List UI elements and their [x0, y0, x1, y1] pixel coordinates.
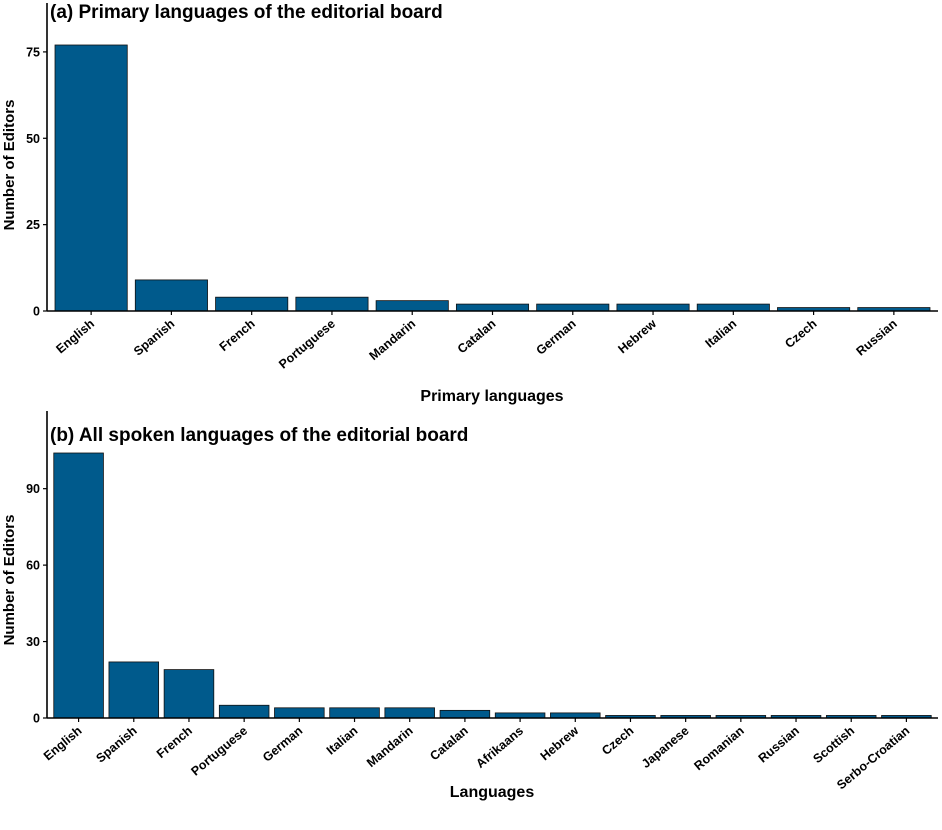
- chart-a-y-tick-label: 50: [26, 132, 40, 146]
- chart-b-bar-english: [53, 452, 104, 719]
- chart-b-bar-portuguese: [218, 704, 270, 719]
- chart-b-bars: [53, 452, 932, 719]
- chart-b-bar-mandarin: [384, 707, 435, 719]
- chart-b-x-tick-label: Mandarin: [364, 724, 416, 770]
- chart-b-bar-catalan: [439, 709, 491, 719]
- chart-b-x-axis-label: Languages: [450, 784, 535, 801]
- chart-a-x-tick-label: Catalan: [455, 317, 499, 357]
- chart-b-title: (b) All spoken languages of the editoria…: [50, 425, 468, 446]
- chart-a-x-tick-label: Portuguese: [276, 317, 338, 372]
- chart-a-bar-french: [215, 296, 289, 312]
- chart-b-bar-french: [163, 669, 215, 719]
- chart-a-x-tick-label: Czech: [782, 317, 819, 351]
- chart-b-x-tick-label: English: [41, 724, 85, 764]
- chart-a-x-tick-label: Hebrew: [615, 316, 659, 356]
- chart-b-y-axis-label: Number of Editors: [1, 515, 18, 646]
- chart-b-bar-spanish: [108, 661, 160, 719]
- chart-b-x-tick-label: Italian: [324, 724, 361, 758]
- chart-a-bar-english: [54, 44, 128, 312]
- chart-a-bar-spanish: [134, 279, 208, 312]
- chart-b-x-tick-label: Afrikaans: [473, 724, 526, 771]
- chart-a-x-axis-label: Primary languages: [420, 388, 563, 405]
- chart-a-x-tick-label: English: [53, 317, 97, 357]
- chart-b-y-tick-label: 60: [26, 559, 40, 573]
- chart-a-bars: [54, 44, 931, 312]
- chart-a-bar-portuguese: [295, 296, 369, 312]
- chart-a-x-tick-label: Russian: [854, 317, 900, 359]
- chart-a-title: (a) Primary languages of the editorial b…: [50, 2, 443, 23]
- chart-a-bar-german: [536, 303, 610, 312]
- chart-a-y-tick-label: 25: [26, 218, 40, 232]
- chart-b-y-tick-label: 90: [26, 482, 40, 496]
- chart-a-bar-catalan: [455, 303, 530, 312]
- chart-b-axes: [46, 411, 938, 719]
- chart-a-y-tick-label: 0: [33, 305, 40, 319]
- chart-b-x-tick-label: Russian: [756, 724, 802, 766]
- chart-b-x-tick-label: Scottish: [810, 724, 857, 766]
- chart-b-x-tick-label: Portuguese: [188, 724, 250, 779]
- chart-b-x-tick-label: French: [154, 724, 195, 762]
- chart-b-bar-italian: [329, 707, 380, 719]
- chart-a-x-tick-label: Mandarin: [367, 317, 419, 363]
- chart-a-x-ticks: English Spanish French Portuguese Mandarin Ca…: [53, 311, 900, 372]
- chart-b-x-tick-label: Japanese: [639, 724, 692, 771]
- chart-a-axes: [46, 3, 938, 312]
- chart-b-x-tick-label: German: [260, 724, 305, 765]
- chart-primary-languages: (a) Primary languages of the editorial b…: [1, 2, 938, 405]
- chart-b-y-tick-label: 0: [33, 712, 40, 726]
- chart-b-x-tick-label: Hebrew: [538, 723, 582, 763]
- chart-b-x-tick-label: Spanish: [93, 724, 139, 766]
- chart-b-x-tick-label: Catalan: [427, 724, 471, 764]
- chart-a-x-tick-label: German: [534, 317, 579, 358]
- chart-b-y-ticks: 0 30 60 90: [26, 482, 47, 726]
- chart-b-y-tick-label: 30: [26, 635, 40, 649]
- chart-a-x-tick-label: Italian: [703, 317, 740, 351]
- chart-a-x-tick-label: Spanish: [131, 317, 177, 359]
- chart-a-y-ticks: 0 25 50 75: [26, 45, 47, 319]
- chart-a-x-tick-label: French: [217, 317, 258, 355]
- chart-a-y-tick-label: 75: [26, 45, 40, 59]
- chart-all-spoken-languages: (b) All spoken languages of the editoria…: [1, 411, 938, 801]
- chart-b-bar-german: [274, 707, 325, 719]
- chart-b-x-tick-label: Czech: [599, 724, 636, 758]
- chart-b-x-tick-label: Romanian: [691, 724, 746, 774]
- chart-a-bar-hebrew: [616, 303, 690, 312]
- chart-a-bar-mandarin: [375, 300, 449, 312]
- chart-a-bar-italian: [696, 303, 770, 312]
- chart-a-y-axis-label: Number of Editors: [1, 100, 18, 231]
